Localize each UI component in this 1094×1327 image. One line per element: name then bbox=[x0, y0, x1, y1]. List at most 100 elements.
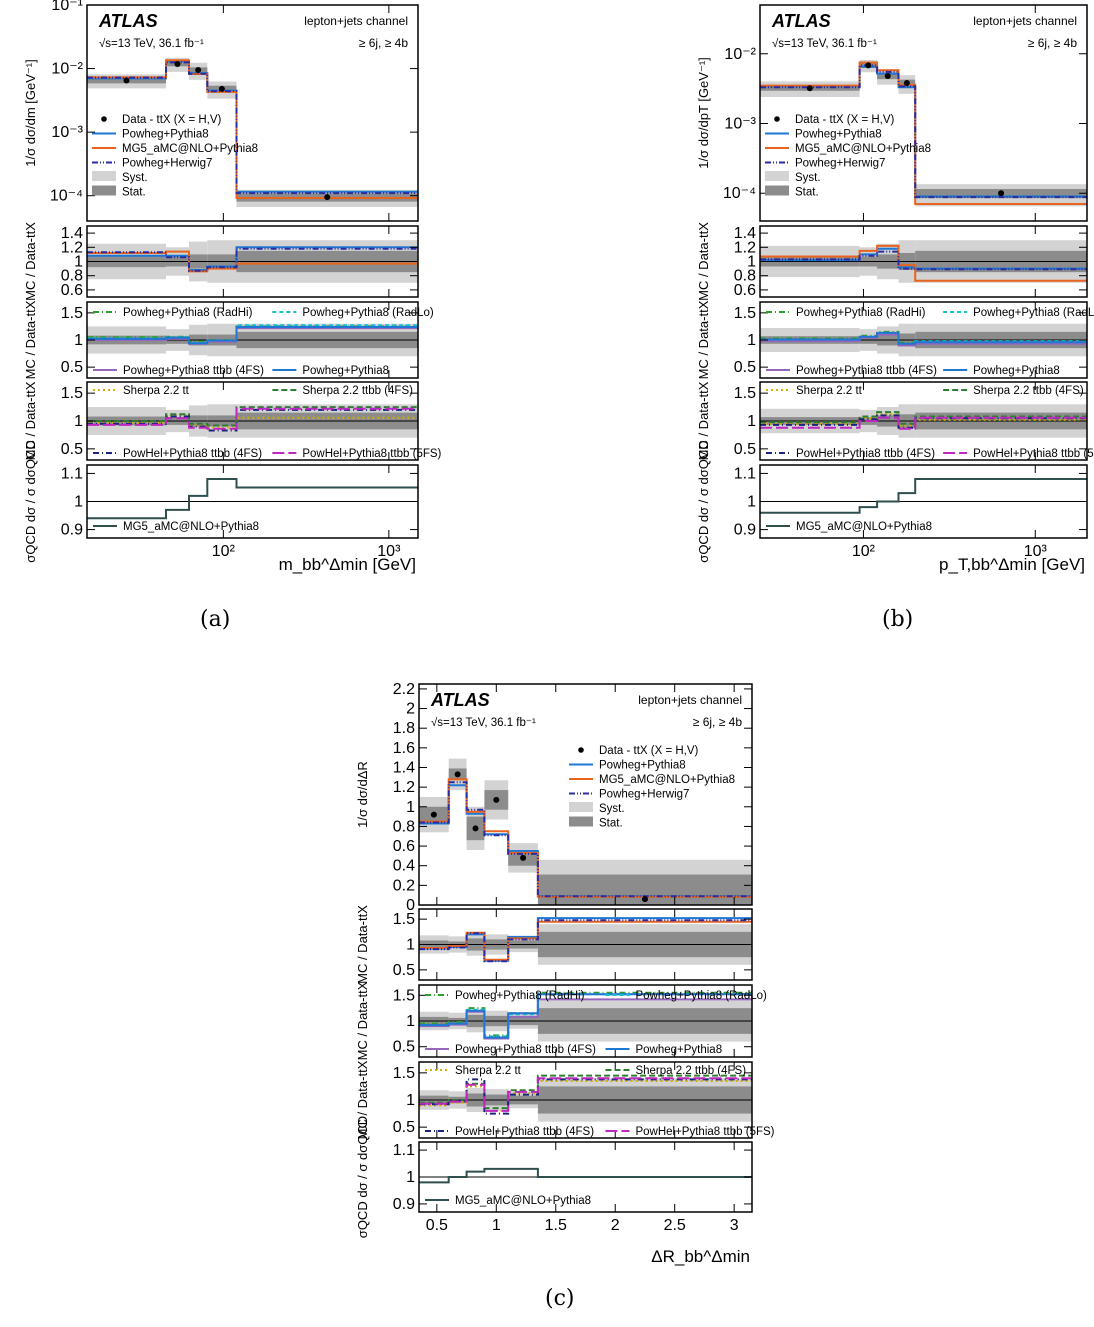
chart-c-data-point-5 bbox=[641, 896, 648, 903]
chart-c-ratio1-series-2 bbox=[419, 919, 752, 963]
chart-c-ratio1-ytick-label-2: 1.5 bbox=[393, 911, 415, 928]
chart-b-ratio1-ytick-label-3: 1.2 bbox=[734, 239, 756, 256]
chart-b-main-series-2 bbox=[760, 64, 1087, 199]
chart-a-ratio4-ytick-label-1: 1 bbox=[74, 494, 83, 511]
chart-a-main-ytick-label-0: 10⁻¹ bbox=[51, 0, 83, 14]
chart-c-ratio2-legend-label-1: Powheg+Pythia8 (RadLo) bbox=[635, 990, 767, 1002]
chart-a-ratio2-series-3 bbox=[87, 326, 418, 345]
chart-c-ratio2-legend-label-3: Powheg+Pythia8 bbox=[635, 1044, 722, 1056]
chart-c-ratio3-legend-label-2: PowHel+Pythia8 ttbb (4FS) bbox=[455, 1126, 594, 1138]
chart-a-ratio3-ytick-label-1: 1 bbox=[74, 413, 83, 430]
chart-b: 10⁻² 10⁻³ 10⁻⁴ 1/σ dσ/dpT [GeV⁻¹] ATLAS √s=13… bbox=[696, 4, 1094, 574]
chart-c-ratio1-series-1 bbox=[419, 920, 752, 961]
chart-c-ratio2-ylabel: MC / Data-ttX bbox=[355, 981, 370, 1060]
chart-a-selection-label: ≥ 6j, ≥ 4b bbox=[359, 36, 409, 50]
chart-b-ratio3-series-3 bbox=[760, 416, 1087, 430]
chart-a-ratio2-legend-label-1: Powheg+Pythia8 (RadLo) bbox=[302, 307, 434, 319]
chart-c-ratio4-series-0 bbox=[419, 1167, 752, 1184]
chart-a-ratio2-ytick-label-2: 1.5 bbox=[61, 305, 83, 322]
chart-c-channel-label: lepton+jets channel bbox=[638, 693, 742, 707]
chart-c-ratio4-ytick-label-1: 1 bbox=[406, 1169, 415, 1186]
chart-a-main-ytick-label-2: 10⁻³ bbox=[51, 124, 83, 141]
chart-b-ratio4-ylabel: σQCD dσ / σ dσQCD bbox=[696, 440, 711, 562]
chart-b-data-point-0 bbox=[806, 85, 813, 92]
chart-a-energy-label: √s=13 TeV, 36.1 fb⁻¹ bbox=[99, 37, 204, 50]
chart-b-main-ytick-label-2: 10⁻⁴ bbox=[723, 185, 756, 202]
chart-a-ratio3-legend-label-1: Sherpa 2.2 ttbb (4FS) bbox=[302, 385, 413, 397]
chart-c-main-ytick-label-1: 0.2 bbox=[393, 877, 415, 894]
chart-b-ratio4-series-0 bbox=[760, 478, 1087, 514]
chart-c-main-legend-label-5: Stat. bbox=[599, 818, 623, 830]
chart-c-atlas-label: ATLAS bbox=[430, 690, 490, 710]
chart-b-ratio3-legend-label-1: Sherpa 2.2 ttbb (4FS) bbox=[973, 385, 1084, 397]
chart-b-ratio1-ytick-label-1: 0.8 bbox=[734, 268, 756, 285]
chart-c-main-legend-label-0: Data - ttX (X = H,V) bbox=[599, 745, 699, 757]
chart-b-ratio1-ytick-label-0: 0.6 bbox=[734, 282, 756, 299]
chart-c-main-legend-marker-5 bbox=[569, 816, 593, 827]
chart-c-ratio1-ylabel: MC / Data-ttX bbox=[355, 905, 370, 984]
chart-a-ratio1-ytick-label-0: 0.6 bbox=[61, 282, 83, 299]
chart-b-main-legend-label-3: Powheg+Herwig7 bbox=[795, 158, 885, 170]
chart-c-ratio3-ytick-label-1: 1 bbox=[406, 1092, 415, 1109]
chart-a-ratio2-legend-label-0: Powheg+Pythia8 (RadHi) bbox=[123, 307, 253, 319]
chart-a-atlas-label: ATLAS bbox=[98, 11, 158, 31]
chart-a-ratio4-ylabel: σQCD dσ / σ dσQCD bbox=[23, 440, 38, 562]
chart-c-main-frame bbox=[418, 683, 753, 906]
chart-b-main-legend-marker-5 bbox=[765, 185, 789, 196]
chart-b-xlabel: p_T,bb^Δmin [GeV] bbox=[939, 555, 1085, 574]
chart-b-ratio3-ytick-label-1: 1 bbox=[747, 413, 756, 430]
chart-a-main-frame bbox=[86, 4, 419, 222]
chart-a-ratio2-ytick-label-1: 1 bbox=[74, 332, 83, 349]
chart-a-data-point-4 bbox=[324, 194, 331, 201]
chart-a-data-point-0 bbox=[123, 77, 130, 84]
chart-b-data-point-2 bbox=[884, 72, 891, 79]
chart-b-atlas-label: ATLAS bbox=[771, 11, 831, 31]
chart-c-data-point-3 bbox=[493, 796, 500, 803]
chart-a-main-legend-label-0: Data - ttX (X = H,V) bbox=[122, 114, 222, 126]
chart-a-ratio4-xtick-label-1: 10³ bbox=[377, 543, 401, 560]
chart-b-ratio2-series-3 bbox=[760, 331, 1087, 345]
chart-a-ratio4-xtick-label-0: 10² bbox=[212, 543, 236, 560]
chart-c-data-point-2 bbox=[472, 825, 479, 832]
chart-b-ratio2-ytick-label-2: 1.5 bbox=[734, 305, 756, 322]
chart-c-ratio3-legend-label-1: Sherpa 2.2 ttbb (4FS) bbox=[635, 1065, 746, 1077]
chart-a-main-legend-label-4: Syst. bbox=[122, 172, 148, 184]
chart-b-ratio4-legend-label-0: MG5_aMC@NLO+Pythia8 bbox=[796, 521, 932, 533]
chart-c-selection-label: ≥ 6j, ≥ 4b bbox=[693, 715, 743, 729]
chart-b-ratio1-series-2 bbox=[760, 250, 1087, 271]
chart-b-ratio3-legend-label-2: PowHel+Pythia8 ttbb (4FS) bbox=[796, 448, 935, 460]
chart-a-ratio1-series-2 bbox=[87, 247, 418, 272]
chart-b-ratio4-ytick-label-2: 1.1 bbox=[734, 465, 756, 482]
chart-c-ratio4-xtick-label-1: 1 bbox=[492, 1217, 501, 1234]
chart-a-main-series-2 bbox=[87, 61, 418, 195]
chart-a-ratio3-ylabel: MC / Data-ttX bbox=[23, 381, 38, 460]
chart-c-main-legend-label-2: MG5_aMC@NLO+Pythia8 bbox=[599, 774, 735, 786]
chart-b-ratio2-legend-label-0: Powheg+Pythia8 (RadHi) bbox=[796, 307, 926, 319]
chart-a-ratio1-ytick-label-4: 1.4 bbox=[61, 225, 83, 242]
chart-c-main-legend-label-4: Syst. bbox=[599, 803, 625, 815]
chart-b-data-point-1 bbox=[865, 62, 872, 69]
chart-c-ratio4-legend-label-0: MG5_aMC@NLO+Pythia8 bbox=[455, 1195, 591, 1207]
chart-a-ratio2-legend-label-3: Powheg+Pythia8 bbox=[302, 365, 389, 377]
chart-b-main-ylabel: 1/σ dσ/dpT [GeV⁻¹] bbox=[696, 57, 711, 169]
chart-b-ratio4-xtick-label-0: 10² bbox=[852, 543, 876, 560]
chart-b-main-legend-label-5: Stat. bbox=[795, 187, 819, 199]
chart-c-main-ytick-label-11: 2.2 bbox=[393, 681, 415, 698]
chart-a-main-legend-label-1: Powheg+Pythia8 bbox=[122, 129, 209, 141]
chart-c-main-ytick-label-7: 1.4 bbox=[393, 759, 415, 776]
chart-b-ratio1-ytick-label-4: 1.4 bbox=[734, 225, 756, 242]
chart-a-ratio1-ytick-label-3: 1.2 bbox=[61, 239, 83, 256]
chart-a-main-legend-label-3: Powheg+Herwig7 bbox=[122, 158, 212, 170]
chart-c-main-ytick-label-0: 0 bbox=[406, 897, 415, 914]
chart-c-data-point-0 bbox=[430, 811, 437, 818]
chart-b-ratio2-ytick-label-1: 1 bbox=[747, 332, 756, 349]
chart-b-ratio2-ylabel: MC / Data-ttX bbox=[696, 300, 711, 379]
chart-b-ratio2-legend-label-2: Powheg+Pythia8 ttbb (4FS) bbox=[796, 365, 937, 377]
chart-a-main-ytick-label-3: 10⁻⁴ bbox=[50, 188, 83, 205]
chart-a-main-legend-label-5: Stat. bbox=[122, 187, 146, 199]
chart-b-main-legend-label-2: MG5_aMC@NLO+Pythia8 bbox=[795, 143, 931, 155]
chart-a-main-legend-marker-5 bbox=[92, 185, 116, 196]
chart-a-data-point-2 bbox=[195, 66, 202, 73]
chart-c-ratio4-xtick-label-3: 2 bbox=[611, 1217, 620, 1234]
chart-a-ratio3-legend-label-0: Sherpa 2.2 tt bbox=[123, 385, 190, 397]
